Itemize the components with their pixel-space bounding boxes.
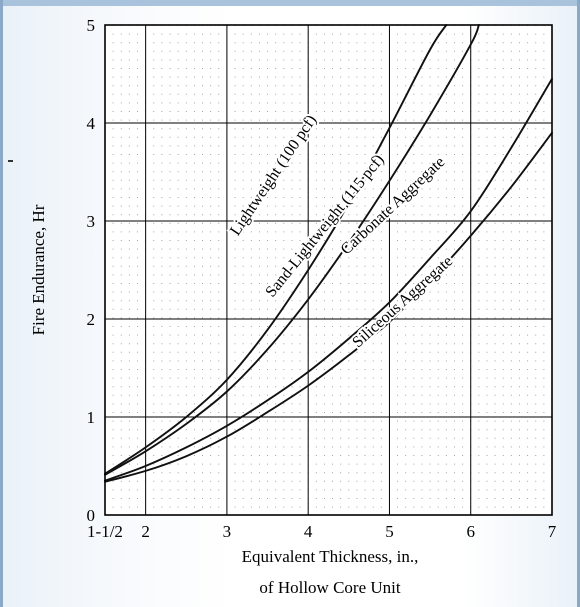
y-tick-label: 3 (87, 212, 96, 231)
series-line-4 (104, 131, 553, 483)
x-tick-label: 5 (385, 522, 394, 541)
right-border (577, 0, 580, 607)
left-border (0, 0, 3, 607)
x-tick-label: 1-1/2 (87, 522, 123, 541)
tick-labels: 1-1/2 2 3 4 5 6 7 0 1 2 3 4 5 (87, 16, 557, 541)
x-axis-label-line1: Equivalent Thickness, in., (242, 547, 419, 566)
series-line-1 (104, 24, 448, 475)
top-border (0, 0, 580, 6)
margin-dash (8, 160, 13, 162)
x-tick-label: 6 (466, 522, 475, 541)
series-line-2 (104, 24, 480, 476)
x-tick-label: 7 (548, 522, 557, 541)
y-tick-label: 4 (87, 114, 96, 133)
x-tick-label: 4 (304, 522, 313, 541)
plot-background (105, 25, 552, 515)
series-line-3 (104, 77, 553, 482)
x-axis-label-line2: of Hollow Core Unit (259, 578, 400, 597)
series-lines (104, 24, 553, 483)
y-axis-label: Fire Endurance, Hr (29, 204, 48, 335)
y-tick-label: 2 (87, 310, 96, 329)
y-tick-label: 5 (87, 16, 96, 35)
y-tick-label: 0 (87, 506, 96, 525)
y-tick-label: 1 (87, 408, 96, 427)
x-tick-label: 3 (223, 522, 232, 541)
plot-frame (104, 24, 553, 516)
x-tick-label: 2 (141, 522, 150, 541)
